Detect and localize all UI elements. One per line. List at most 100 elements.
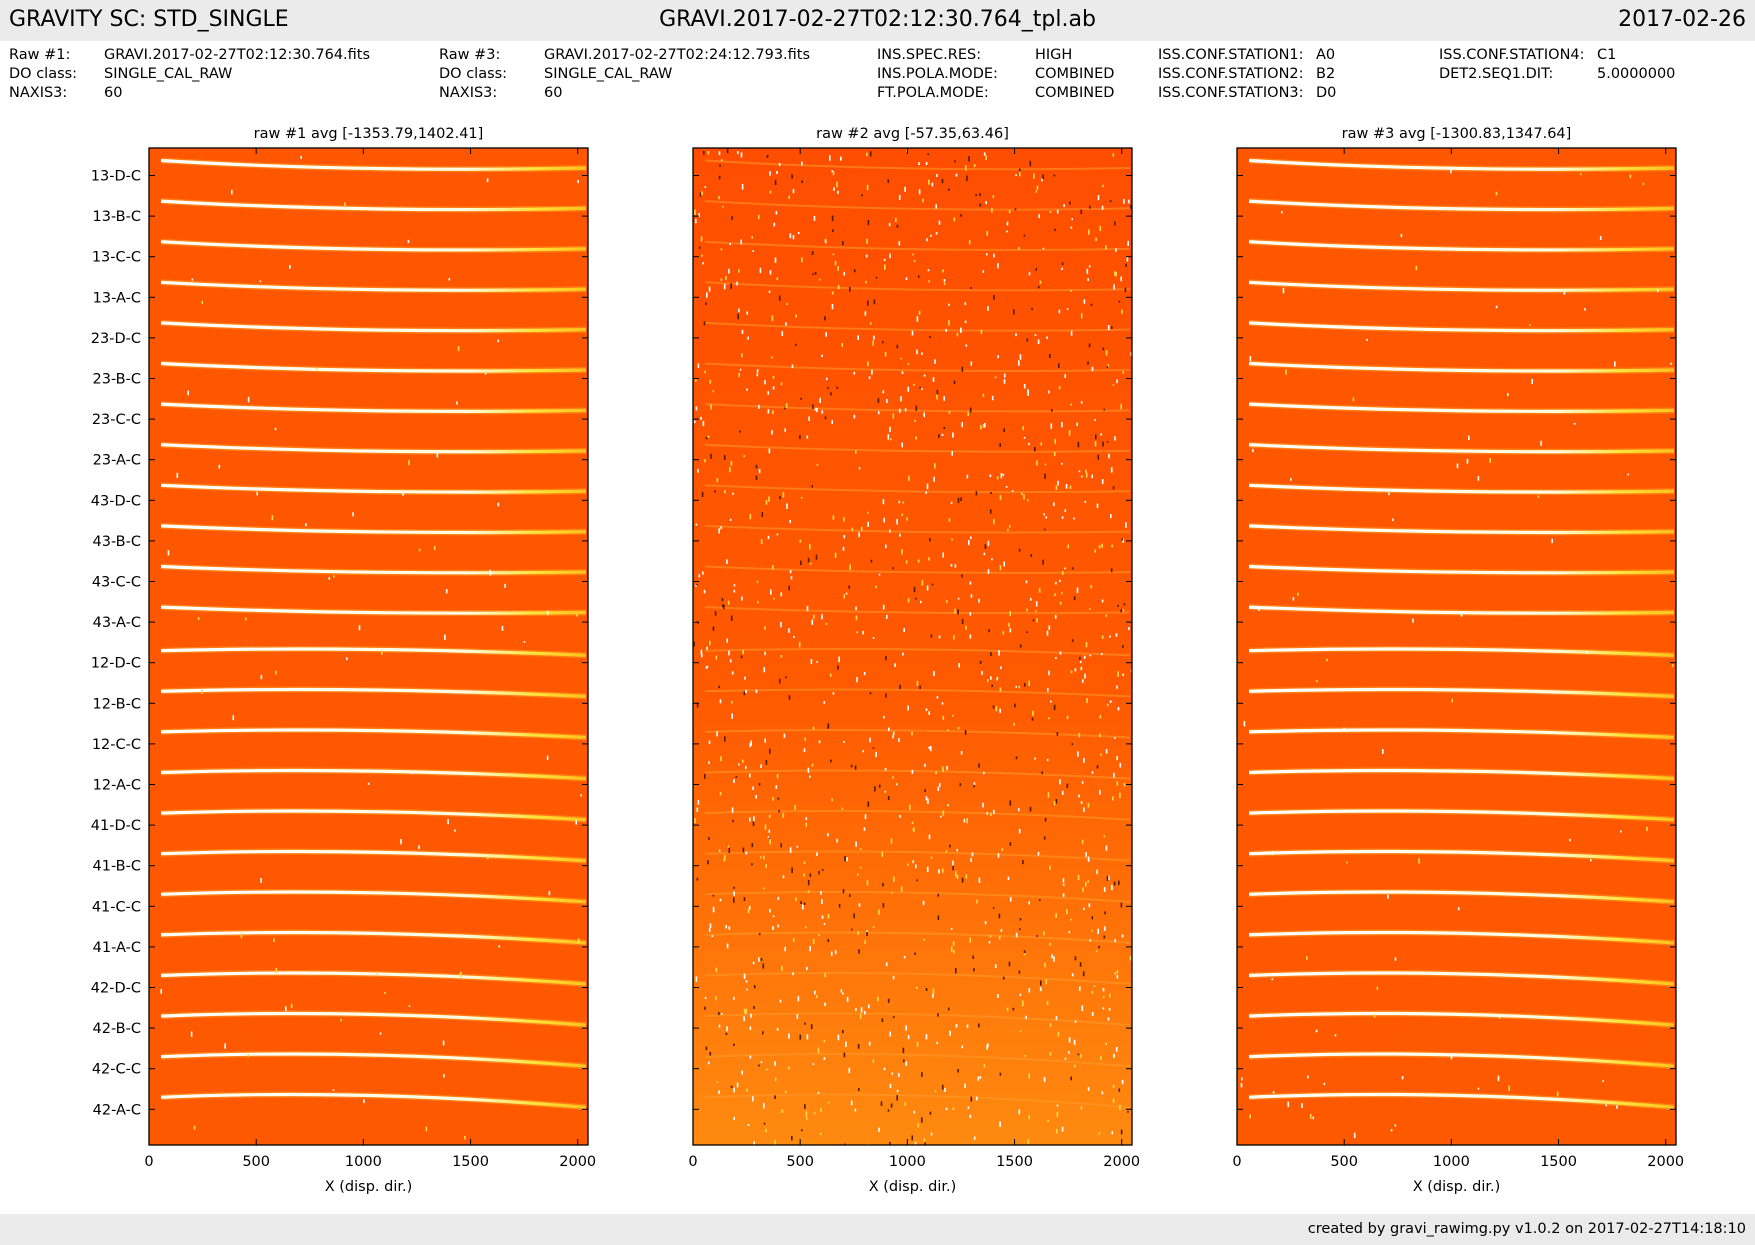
noise-pixel [898,500,901,504]
noise-pixel [729,518,732,521]
meta-value: B2 [1316,66,1336,82]
noise-pixel [985,201,987,205]
noise-pixel [699,192,702,197]
noise-pixel [928,280,930,283]
x-tick-label: 2000 [1647,1154,1684,1170]
noise-pixel [697,363,700,368]
meta-col5-values: C1 5.0000000 [1597,46,1675,84]
noise-pixel [1054,614,1057,619]
noise-pixel [1105,350,1108,356]
noise-pixel [938,635,941,639]
noise-pixel [811,763,814,767]
noise-pixel [965,625,967,630]
spectrum-trace [704,565,1131,574]
noise-pixel [1080,313,1083,319]
noise-pixel [858,949,860,954]
noise-pixel [1116,975,1119,979]
noise-pixel [1646,826,1648,832]
noise-pixel [971,852,974,857]
noise-pixel [1048,625,1051,630]
noise-pixel [814,408,817,411]
noise-pixel [1620,830,1622,833]
noise-pixel [827,914,830,919]
noise-pixel [911,330,914,336]
noise-pixel [1656,289,1659,293]
noise-pixel [1080,1106,1083,1110]
noise-pixel [1670,362,1672,365]
noise-pixel [968,156,970,162]
noise-pixel [1066,715,1069,720]
noise-pixel [886,399,888,404]
noise-pixel [844,856,846,862]
noise-pixel [791,174,793,179]
noise-pixel [914,1141,917,1145]
spectrum-trace [704,647,1131,657]
noise-pixel [1027,499,1029,502]
noise-pixel [764,824,767,830]
noise-pixel [232,715,235,721]
noise-pixel [934,463,936,469]
noise-pixel [999,1072,1002,1076]
heatmap-background [693,148,1132,1145]
noise-pixel [973,1136,976,1140]
spectrum-trace [160,809,587,822]
noise-pixel [774,1077,777,1082]
noise-pixel [914,952,916,955]
spectrum-trace [1248,605,1675,615]
noise-pixel [715,967,718,973]
noise-pixel [1000,666,1002,670]
noise-pixel [1066,783,1069,788]
noise-pixel [834,552,837,558]
noise-pixel [716,478,719,483]
noise-pixel [1058,386,1061,390]
noise-pixel [895,217,897,222]
noise-pixel [755,689,758,694]
noise-pixel [1085,472,1088,478]
noise-pixel [801,180,803,183]
plot-frame [1236,147,1677,1146]
noise-pixel [1114,221,1116,226]
noise-pixel [864,940,866,944]
noise-pixel [1002,473,1005,476]
noise-pixel [774,1061,776,1066]
noise-pixel [850,764,853,768]
noise-pixel [1037,339,1040,344]
noise-pixel [1125,263,1127,267]
noise-pixel [901,442,903,448]
noise-pixel [1334,1034,1337,1037]
noise-pixel [1082,679,1084,683]
noise-pixel [1590,859,1592,862]
x-axis-label: X (disp. dir.) [869,1179,957,1195]
noise-pixel [1022,426,1024,431]
noise-pixel [176,472,179,478]
noise-pixel [577,938,580,944]
noise-pixel [921,388,923,390]
noise-pixel [816,661,818,663]
noise-pixel [982,802,984,808]
noise-pixel [991,207,993,213]
noise-pixel [1086,698,1088,704]
noise-pixel [842,241,844,246]
noise-pixel [702,420,705,426]
noise-pixel [425,1126,428,1132]
noise-pixel [457,346,460,352]
noise-pixel [728,268,730,274]
noise-pixel [837,266,839,271]
spectrum-trace [1248,280,1675,292]
noise-pixel [1105,845,1108,851]
noise-pixel [772,386,775,390]
noise-pixel [1085,469,1087,473]
noise-pixel [948,303,950,306]
x-tick-label: 1000 [345,1154,382,1170]
noise-pixel [902,1047,905,1054]
noise-pixel [745,1008,748,1014]
noise-pixel [843,1052,846,1058]
noise-pixel [1070,226,1073,229]
noise-pixel [935,232,938,235]
noise-pixel [955,173,958,177]
spectrum-trace [160,321,587,333]
noise-pixel [1034,446,1036,452]
noise-pixel [801,161,803,166]
noise-pixel [708,740,711,744]
noise-pixel [890,1103,893,1108]
